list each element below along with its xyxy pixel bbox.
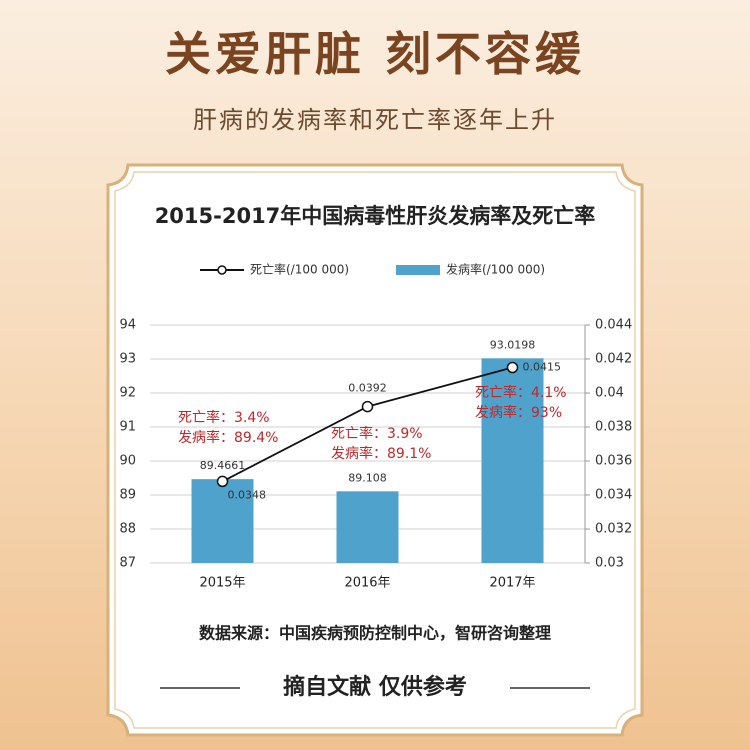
bar — [191, 479, 254, 563]
page-title: 关爱肝脏 刻不容缓 — [164, 27, 585, 81]
y-tick-label: 94 — [119, 318, 136, 333]
disclaimer: 摘自文献 仅供参考 — [283, 674, 467, 700]
source-note: 数据来源：中国疾病预防控制中心，智研咨询整理 — [199, 624, 551, 643]
y2-tick-label: 0.034 — [595, 488, 632, 503]
y-tick-label: 89 — [119, 488, 136, 503]
x-tick-label: 2015年 — [199, 576, 245, 591]
line-value-label: 0.0348 — [228, 488, 267, 501]
legend-label: 发病率(/100 000) — [446, 262, 545, 277]
annotation: 发病率：93% — [475, 404, 562, 421]
card-inner-frame — [114, 171, 636, 729]
y-tick-label: 93 — [119, 352, 136, 367]
bar-value-label: 89.4661 — [200, 459, 246, 472]
y2-tick-label: 0.03 — [595, 556, 624, 571]
card-frame — [106, 163, 644, 737]
line-value-label: 0.0392 — [348, 382, 387, 395]
page-subtitle: 肝病的发病率和死亡率逐年上升 — [193, 106, 557, 134]
y-tick-label: 87 — [119, 556, 136, 571]
y2-tick-label: 0.038 — [595, 420, 632, 435]
bar — [481, 358, 544, 563]
annotation: 死亡率：3.9% — [331, 425, 423, 442]
bar — [336, 491, 399, 563]
annotation: 死亡率：4.1% — [475, 384, 567, 401]
line-point — [216, 475, 229, 488]
y2-tick-label: 0.032 — [595, 522, 632, 537]
y2-tick-label: 0.04 — [595, 386, 624, 401]
bar-value-label: 89.108 — [348, 471, 387, 484]
annotation: 死亡率：3.4% — [178, 409, 270, 426]
legend-swatch — [396, 265, 440, 275]
legend-marker — [217, 265, 227, 275]
x-tick-label: 2017年 — [489, 576, 535, 591]
annotation: 发病率：89.1% — [331, 445, 431, 462]
y2-tick-label: 0.036 — [595, 454, 632, 469]
chart-title: 2015-2017年中国病毒性肝炎发病率及死亡率 — [155, 204, 596, 228]
y-tick-label: 90 — [119, 454, 136, 469]
y-tick-label: 88 — [119, 522, 136, 537]
y-tick-label: 92 — [119, 386, 136, 401]
line-point — [506, 361, 519, 374]
line-point — [361, 400, 374, 413]
legend-label: 死亡率(/100 000) — [250, 262, 349, 277]
annotation: 发病率：89.4% — [178, 429, 278, 446]
y2-tick-label: 0.042 — [595, 352, 632, 367]
bar-value-label: 93.0198 — [490, 338, 536, 351]
y2-tick-label: 0.044 — [595, 318, 632, 333]
x-tick-label: 2016年 — [344, 576, 390, 591]
line-value-label: 0.0415 — [523, 361, 562, 374]
y-tick-label: 91 — [119, 420, 136, 435]
